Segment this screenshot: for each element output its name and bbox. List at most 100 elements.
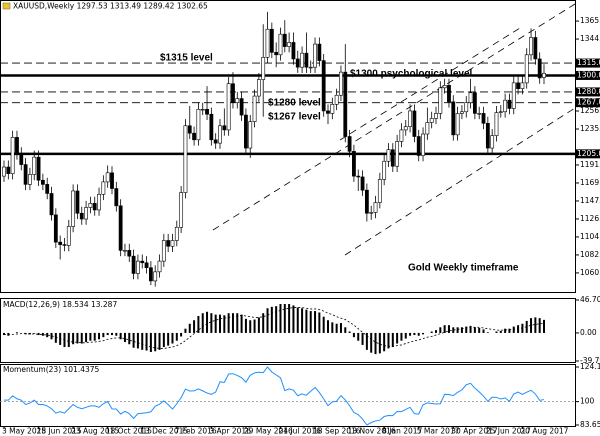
macd-bar bbox=[180, 332, 183, 337]
macd-bar bbox=[301, 308, 304, 333]
macd-bar bbox=[41, 332, 44, 336]
macd-bar bbox=[257, 317, 260, 333]
macd-bar bbox=[171, 332, 174, 344]
candle-body bbox=[239, 98, 244, 116]
y-tick-label: 0.00 bbox=[580, 328, 597, 337]
candle-body bbox=[416, 136, 421, 156]
macd-bar bbox=[270, 306, 273, 333]
candle-body bbox=[144, 262, 149, 269]
macd-bar bbox=[469, 325, 472, 333]
candle-body bbox=[244, 114, 248, 149]
macd-bar bbox=[331, 322, 334, 333]
candle-body bbox=[23, 164, 28, 185]
macd-bar bbox=[460, 327, 463, 333]
macd-bar bbox=[98, 332, 101, 340]
candle-body bbox=[58, 241, 63, 245]
candle-body bbox=[269, 28, 274, 53]
macd-bar bbox=[119, 332, 122, 340]
annotation: $1280 level bbox=[268, 98, 321, 109]
macd-bar bbox=[253, 319, 256, 333]
macd-bar bbox=[318, 312, 321, 333]
candle-body bbox=[507, 99, 512, 109]
candle-body bbox=[481, 113, 486, 124]
candle-body bbox=[386, 149, 391, 162]
macd-bar bbox=[67, 332, 70, 348]
macd-bar bbox=[72, 332, 75, 345]
x-tick-label: 3 Apr 2016 bbox=[209, 427, 251, 436]
y-tick-label: 1344.10 bbox=[580, 34, 600, 43]
candle-body bbox=[148, 267, 153, 282]
candle-body bbox=[28, 174, 32, 185]
x-tick-label: 7 Feb 2016 bbox=[175, 427, 217, 436]
macd-bar bbox=[499, 330, 502, 333]
macd-bar bbox=[85, 332, 88, 343]
candle-body bbox=[2, 166, 6, 177]
macd-bar bbox=[534, 317, 537, 333]
macd-bar bbox=[391, 332, 394, 348]
candle-body bbox=[205, 108, 209, 115]
macd-bar bbox=[141, 332, 144, 350]
macd-bar bbox=[387, 332, 390, 349]
candle-body bbox=[304, 52, 309, 68]
x-tick-label: 20 Aug 2017 bbox=[520, 427, 568, 436]
candle-body bbox=[330, 104, 335, 114]
candle-body bbox=[101, 181, 106, 195]
candle-body bbox=[114, 188, 119, 207]
candle-body bbox=[235, 98, 240, 103]
candle-body bbox=[32, 156, 37, 175]
candle-body bbox=[200, 108, 205, 111]
macd-bar bbox=[404, 332, 407, 339]
macd-bar bbox=[309, 311, 312, 333]
macd-bar bbox=[417, 332, 420, 336]
candle-body bbox=[140, 260, 145, 264]
annotation: $1300 psychological level bbox=[350, 69, 473, 80]
candle-body bbox=[136, 260, 140, 274]
macd-bar bbox=[456, 327, 459, 333]
main-frame bbox=[0, 0, 576, 293]
momentum-line bbox=[4, 366, 545, 426]
candle-body bbox=[356, 175, 361, 178]
panel-title: MACD(12,26,9) 18.534 13.287 bbox=[3, 300, 117, 309]
macd-bar bbox=[344, 327, 347, 333]
candle-body bbox=[118, 205, 123, 251]
candle-body bbox=[352, 151, 356, 177]
symbol-icon bbox=[2, 2, 11, 10]
x-tick-label: 25 Jun 2017 bbox=[486, 427, 531, 436]
candle-body bbox=[412, 110, 417, 137]
channel-mid bbox=[339, 27, 521, 141]
panel-title: Momentum(23) 101.4375 bbox=[3, 365, 100, 374]
candle-body bbox=[339, 71, 343, 96]
candle-body bbox=[477, 113, 482, 115]
candle-body bbox=[179, 192, 184, 228]
macd-bar bbox=[327, 320, 329, 333]
macd-bar bbox=[339, 323, 342, 333]
candle-body bbox=[377, 179, 382, 203]
candle-body bbox=[447, 85, 451, 103]
macd-bar bbox=[439, 327, 442, 333]
macd-bar bbox=[249, 320, 252, 333]
macd-bar bbox=[80, 332, 83, 344]
candle-body bbox=[213, 139, 218, 144]
macd-bar bbox=[154, 332, 157, 352]
trend-lines bbox=[212, 3, 576, 256]
macd-bar bbox=[430, 331, 433, 333]
momentum-frame bbox=[0, 364, 576, 427]
macd-bar bbox=[409, 332, 412, 336]
candle-body bbox=[187, 125, 192, 134]
macd-bar bbox=[275, 306, 278, 333]
y-tick-label: 1126.10 bbox=[580, 214, 600, 223]
macd-bar bbox=[175, 332, 178, 341]
macd-bar bbox=[443, 325, 446, 333]
macd-bar bbox=[383, 332, 386, 352]
candle-body bbox=[300, 52, 304, 68]
level-label: 1280.00 bbox=[577, 87, 600, 96]
candle-body bbox=[308, 66, 313, 69]
candle-body bbox=[84, 207, 88, 220]
level-label-box bbox=[576, 98, 600, 108]
annotation: Gold Weekly timeframe bbox=[408, 263, 519, 274]
level-label-box bbox=[576, 149, 600, 159]
y-tick-label: -39.796 bbox=[580, 356, 600, 365]
candle-body bbox=[438, 87, 443, 114]
